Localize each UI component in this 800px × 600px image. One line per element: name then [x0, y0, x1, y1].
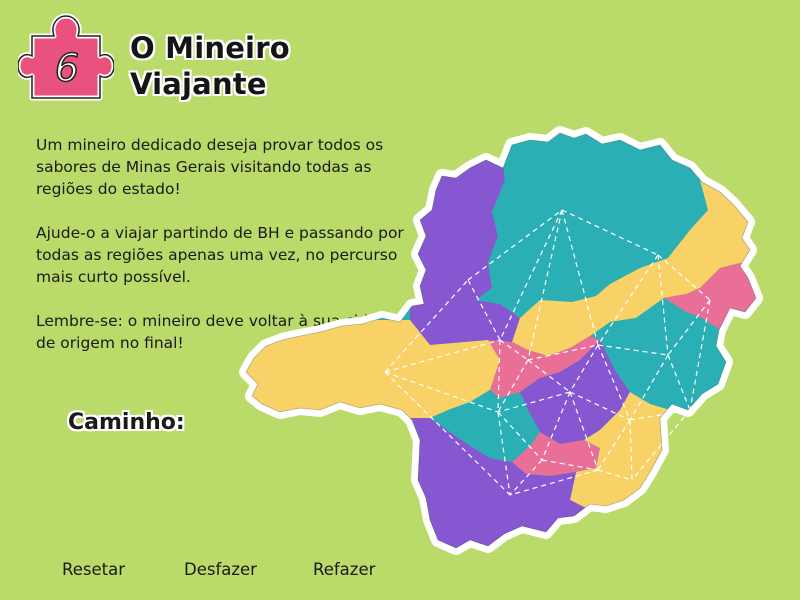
undo-button[interactable]: Desfazer	[184, 560, 257, 579]
region-noroeste[interactable]	[410, 140, 520, 345]
region-campo-das-vertentes[interactable]	[512, 432, 600, 476]
title-line-1: O Mineiro	[130, 31, 290, 65]
path-label: Caminho:	[68, 410, 185, 435]
region-mucuri[interactable]	[664, 262, 760, 330]
page-title: O Mineiro Viajante	[130, 30, 290, 102]
instructions: Um mineiro dedicado deseja provar todos …	[36, 134, 408, 376]
instruction-paragraph: Ajude-o a viajar partindo de BH e passan…	[36, 224, 404, 286]
level-number: 6	[55, 46, 79, 90]
puzzle-piece-icon: 6	[18, 10, 114, 106]
controls-bar: Resetar Desfazer Refazer	[0, 560, 400, 590]
route-graph	[384, 209, 711, 496]
region-zona-da-mata[interactable]	[570, 392, 690, 510]
reset-button[interactable]: Resetar	[62, 560, 125, 579]
instruction-paragraph: Lembre-se: o mineiro deve voltar à sua c…	[36, 312, 397, 352]
title-line-2: Viajante	[130, 67, 267, 101]
region-oeste[interactable]	[430, 390, 540, 462]
region-metropolitana[interactable]	[520, 340, 630, 444]
redo-button[interactable]: Refazer	[313, 560, 376, 579]
region-jequitinhonha[interactable]	[512, 180, 760, 356]
minas-gerais-map	[225, 125, 800, 565]
region-norte[interactable]	[476, 140, 708, 318]
region-triangulo[interactable]	[225, 320, 500, 420]
instruction-paragraph: Um mineiro dedicado deseja provar todos …	[36, 136, 384, 198]
region-sul-de-minas[interactable]	[410, 418, 590, 560]
